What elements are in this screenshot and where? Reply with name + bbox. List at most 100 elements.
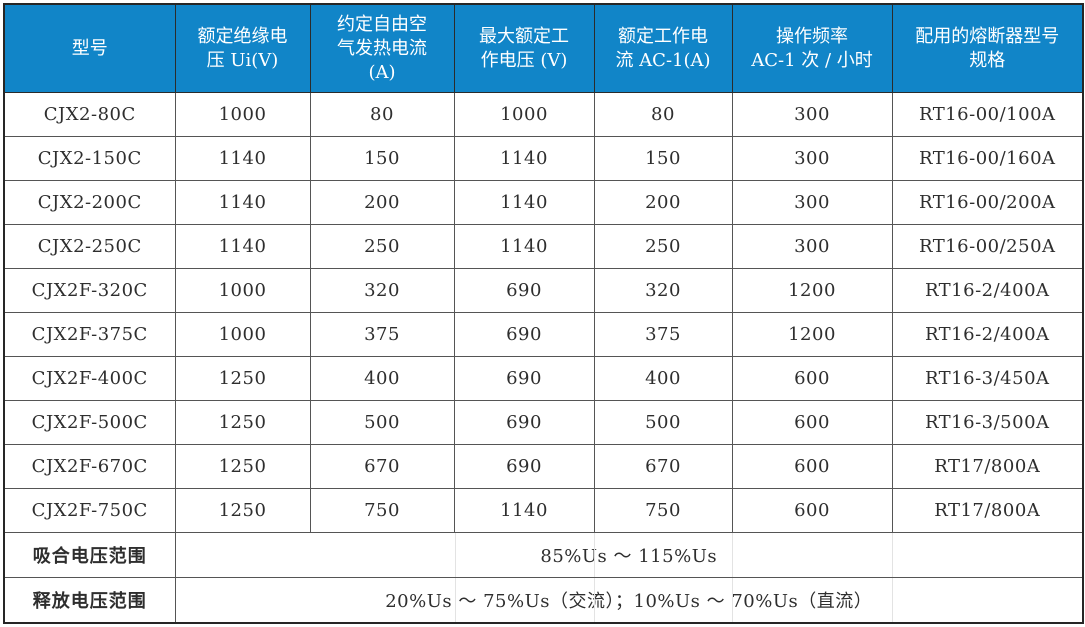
model-cell: CJX2F-400C <box>3 356 176 401</box>
footer-merged-value: 20%Us ～ 75%Us（交流）；10%Us ～ 70%Us（直流） <box>174 577 1084 624</box>
footer-row: 释放电压范围 20%Us ～ 75%Us（交流）；10%Us ～ 70%Us（直流… <box>3 577 1084 624</box>
value-cell: 1000 <box>174 268 311 313</box>
model-cell: CJX2-200C <box>3 180 176 225</box>
model-cell: CJX2F-320C <box>3 268 176 313</box>
column-header: 配用的熔断器型号 规格 <box>891 3 1084 93</box>
value-cell: 400 <box>309 356 455 401</box>
model-cell: CJX2F-375C <box>3 312 176 357</box>
table-row: CJX2F-375C 1000 375 690 375 1200 RT16-2/400A <box>3 312 1084 357</box>
footer-merged-value: 85%Us ～ 115%Us <box>174 532 1084 578</box>
value-cell: RT16-00/100A <box>891 92 1084 137</box>
value-cell: 400 <box>593 356 733 401</box>
table-row: CJX2-250C 1140 250 1140 250 300 RT16-00/250A <box>3 224 1084 269</box>
value-cell: RT16-00/250A <box>891 224 1084 269</box>
table-row: CJX2F-400C 1250 400 690 400 600 RT16-3/450A <box>3 356 1084 401</box>
table-row: CJX2F-750C 1250 750 1140 750 600 RT17/800A <box>3 488 1084 533</box>
value-cell: 1250 <box>174 400 311 445</box>
value-cell: 600 <box>731 400 893 445</box>
value-cell: RT17/800A <box>891 488 1084 533</box>
footer-row: 吸合电压范围 85%Us ～ 115%Us <box>3 532 1084 578</box>
column-header: 额定工作电 流 AC-1(A) <box>593 3 733 93</box>
column-header: 最大额定工 作电压 (V) <box>453 3 595 93</box>
model-cell: CJX2F-750C <box>3 488 176 533</box>
faint-column-separator <box>732 533 734 577</box>
value-cell: 250 <box>309 224 455 269</box>
value-cell: 300 <box>731 136 893 181</box>
footer-label: 吸合电压范围 <box>3 532 176 578</box>
value-cell: RT16-3/450A <box>891 356 1084 401</box>
value-cell: 1000 <box>174 312 311 357</box>
value-cell: 80 <box>593 92 733 137</box>
footer-value-text: 20%Us ～ 75%Us（交流）；10%Us ～ 70%Us（直流） <box>385 591 873 612</box>
value-cell: 1250 <box>174 488 311 533</box>
value-cell: 600 <box>731 488 893 533</box>
value-cell: RT16-00/160A <box>891 136 1084 181</box>
value-cell: 80 <box>309 92 455 137</box>
faint-column-separator <box>454 533 456 577</box>
value-cell: 750 <box>309 488 455 533</box>
value-cell: 1000 <box>453 92 595 137</box>
value-cell: 375 <box>309 312 455 357</box>
value-cell: 200 <box>309 180 455 225</box>
value-cell: 600 <box>731 444 893 489</box>
value-cell: 375 <box>593 312 733 357</box>
column-header: 约定自由空 气发热电流 (A) <box>309 3 455 93</box>
value-cell: 300 <box>731 224 893 269</box>
column-header: 型号 <box>3 3 176 93</box>
value-cell: 1250 <box>174 356 311 401</box>
value-cell: 750 <box>593 488 733 533</box>
value-cell: 1140 <box>174 136 311 181</box>
value-cell: 1140 <box>174 180 311 225</box>
value-cell: 690 <box>453 400 595 445</box>
value-cell: 150 <box>593 136 733 181</box>
value-cell: RT16-00/200A <box>891 180 1084 225</box>
value-cell: RT16-2/400A <box>891 312 1084 357</box>
value-cell: 600 <box>731 356 893 401</box>
footer-label: 释放电压范围 <box>3 577 176 624</box>
value-cell: 1140 <box>174 224 311 269</box>
value-cell: 1000 <box>174 92 311 137</box>
table-body: CJX2-80C 1000 80 1000 80 300 RT16-00/100A CJX2-… <box>3 92 1084 624</box>
table-row: CJX2-200C 1140 200 1140 200 300 RT16-00/200A <box>3 180 1084 225</box>
value-cell: 670 <box>593 444 733 489</box>
faint-column-separator <box>891 578 893 622</box>
value-cell: 1140 <box>453 180 595 225</box>
value-cell: 320 <box>309 268 455 313</box>
table-row: CJX2F-670C 1250 670 690 670 600 RT17/800A <box>3 444 1084 489</box>
value-cell: 1200 <box>731 268 893 313</box>
model-cell: CJX2F-670C <box>3 444 176 489</box>
value-cell: 150 <box>309 136 455 181</box>
value-cell: 690 <box>453 312 595 357</box>
table-row: CJX2-150C 1140 150 1140 150 300 RT16-00/160A <box>3 136 1084 181</box>
value-cell: 690 <box>453 444 595 489</box>
column-header: 额定绝缘电 压 Ui(V) <box>174 3 311 93</box>
table-row: CJX2F-500C 1250 500 690 500 600 RT16-3/500A <box>3 400 1084 445</box>
model-cell: CJX2-250C <box>3 224 176 269</box>
column-header: 操作频率 AC-1 次 / 小时 <box>731 3 893 93</box>
value-cell: RT16-2/400A <box>891 268 1084 313</box>
value-cell: 320 <box>593 268 733 313</box>
value-cell: 690 <box>453 268 595 313</box>
value-cell: RT17/800A <box>891 444 1084 489</box>
value-cell: 250 <box>593 224 733 269</box>
value-cell: 670 <box>309 444 455 489</box>
value-cell: 690 <box>453 356 595 401</box>
contactor-spec-table: 型号 额定绝缘电 压 Ui(V) 约定自由空 气发热电流 (A) 最大额定工 作电压 … <box>3 3 1084 624</box>
value-cell: 500 <box>309 400 455 445</box>
value-cell: RT16-3/500A <box>891 400 1084 445</box>
value-cell: 300 <box>731 92 893 137</box>
value-cell: 500 <box>593 400 733 445</box>
value-cell: 1140 <box>453 136 595 181</box>
faint-column-separator <box>891 533 893 577</box>
footer-value-text: 85%Us ～ 115%Us <box>540 546 718 567</box>
model-cell: CJX2-150C <box>3 136 176 181</box>
value-cell: 1140 <box>453 224 595 269</box>
table-row: CJX2F-320C 1000 320 690 320 1200 RT16-2/400A <box>3 268 1084 313</box>
value-cell: 300 <box>731 180 893 225</box>
header-row: 型号 额定绝缘电 压 Ui(V) 约定自由空 气发热电流 (A) 最大额定工 作电压 … <box>3 3 1084 93</box>
model-cell: CJX2F-500C <box>3 400 176 445</box>
value-cell: 1140 <box>453 488 595 533</box>
value-cell: 200 <box>593 180 733 225</box>
table-row: CJX2-80C 1000 80 1000 80 300 RT16-00/100A <box>3 92 1084 137</box>
